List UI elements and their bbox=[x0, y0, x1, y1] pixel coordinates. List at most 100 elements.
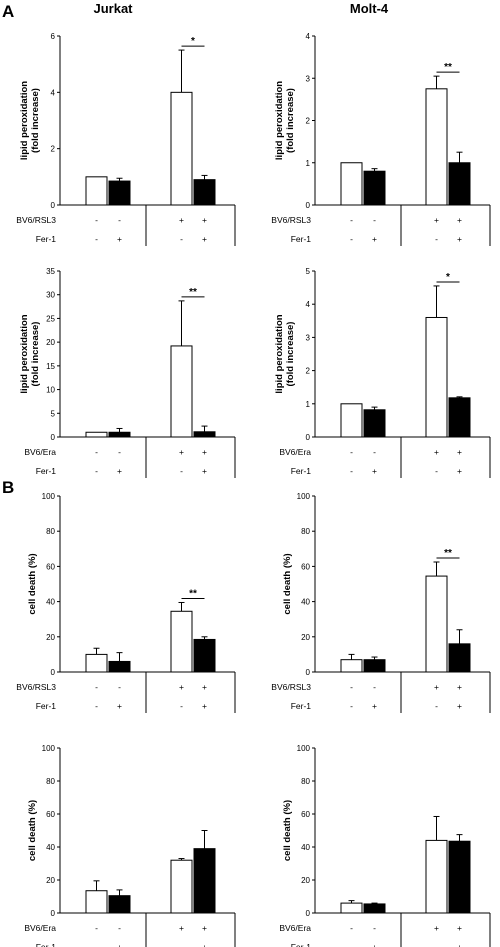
inhibitor-sign: + bbox=[372, 701, 377, 711]
y-tick-label: 60 bbox=[301, 562, 310, 571]
treatment-sign: + bbox=[202, 447, 207, 457]
chart-5: 0 20 40 60 80 100 cell death (%) ** BV6/RSL3 Fer-… bbox=[16, 492, 236, 713]
y-tick-label: 35 bbox=[46, 267, 55, 276]
y-axis-label: cell death (%) bbox=[27, 800, 38, 861]
bar bbox=[108, 895, 131, 914]
treatment-sign: - bbox=[373, 923, 376, 933]
treatment-sign: + bbox=[202, 682, 207, 692]
chart-3: 0 5 10 15 20 25 30 35 lipid peroxidation(fold in… bbox=[19, 267, 236, 478]
inhibitor-sign: + bbox=[457, 466, 462, 476]
inhibitor-sign: + bbox=[202, 701, 207, 711]
y-axis-label-line: (fold increase) bbox=[30, 88, 41, 153]
y-tick-label: 0 bbox=[306, 668, 311, 677]
bar bbox=[448, 162, 471, 206]
bar bbox=[85, 176, 108, 206]
treatment-sign: - bbox=[350, 682, 353, 692]
y-tick-label: 20 bbox=[46, 876, 55, 885]
inhibitor-label: Fer-1 bbox=[291, 701, 312, 711]
y-axis-label: cell death (%) bbox=[282, 553, 293, 614]
y-axis-label-line: cell death (%) bbox=[27, 800, 38, 861]
bar bbox=[108, 180, 131, 206]
chart-6: 0 20 40 60 80 100 cell death (%) ** BV6/RSL3 Fer-… bbox=[271, 492, 491, 713]
treatment-sign: + bbox=[179, 447, 184, 457]
treatment-label: BV6/RSL3 bbox=[16, 215, 56, 225]
inhibitor-label: Fer-1 bbox=[36, 234, 57, 244]
y-tick-label: 100 bbox=[297, 492, 311, 501]
chart-8: 0 20 40 60 80 100 cell death (%) BV6/Era Fer-1 - -… bbox=[279, 744, 491, 947]
y-tick-label: 2 bbox=[306, 367, 311, 376]
y-tick-label: 5 bbox=[51, 409, 56, 418]
treatment-sign: + bbox=[434, 682, 439, 692]
y-tick-label: 80 bbox=[46, 527, 55, 536]
significance-marker: ** bbox=[444, 62, 452, 73]
inhibitor-sign: - bbox=[350, 701, 353, 711]
treatment-sign: + bbox=[457, 215, 462, 225]
treatment-sign: - bbox=[118, 923, 121, 933]
y-tick-label: 0 bbox=[306, 433, 311, 442]
y-tick-label: 6 bbox=[51, 32, 56, 41]
inhibitor-label: Fer-1 bbox=[36, 942, 57, 947]
y-axis-label: lipid peroxidation(fold increase) bbox=[274, 314, 296, 393]
bar bbox=[193, 179, 216, 206]
inhibitor-label: Fer-1 bbox=[291, 942, 312, 947]
y-tick-label: 40 bbox=[301, 843, 310, 852]
inhibitor-sign: + bbox=[457, 234, 462, 244]
y-tick-label: 40 bbox=[46, 843, 55, 852]
y-axis-label-line: lipid peroxidation bbox=[274, 314, 285, 393]
y-axis-label-line: (fold increase) bbox=[30, 322, 41, 387]
inhibitor-sign: - bbox=[95, 701, 98, 711]
y-axis-label-line: lipid peroxidation bbox=[19, 314, 30, 393]
y-axis-label: cell death (%) bbox=[27, 553, 38, 614]
y-tick-label: 0 bbox=[51, 909, 56, 918]
y-tick-label: 5 bbox=[306, 267, 311, 276]
treatment-sign: - bbox=[373, 215, 376, 225]
treatment-sign: - bbox=[373, 447, 376, 457]
bar bbox=[363, 659, 386, 673]
y-axis-label: lipid peroxidation(fold increase) bbox=[19, 314, 41, 393]
y-axis-label-line: cell death (%) bbox=[282, 553, 293, 614]
bar bbox=[340, 403, 363, 438]
y-tick-label: 100 bbox=[42, 744, 56, 753]
chart-4: 0 1 2 3 4 5 lipid peroxidation(fold increase) *… bbox=[274, 267, 491, 478]
inhibitor-sign: + bbox=[202, 942, 207, 947]
inhibitor-sign: + bbox=[117, 942, 122, 947]
y-axis-label-line: (fold increase) bbox=[285, 322, 296, 387]
inhibitor-sign: - bbox=[180, 234, 183, 244]
chart-2: 0 1 2 3 4 lipid peroxidation(fold increase) **… bbox=[271, 32, 491, 246]
y-tick-label: 10 bbox=[46, 386, 55, 395]
y-tick-label: 30 bbox=[46, 291, 55, 300]
bar bbox=[170, 610, 193, 673]
bar bbox=[425, 88, 448, 206]
bar bbox=[85, 653, 108, 673]
y-tick-label: 80 bbox=[301, 527, 310, 536]
treatment-label: BV6/Era bbox=[24, 923, 56, 933]
inhibitor-sign: - bbox=[435, 942, 438, 947]
treatment-label: BV6/Era bbox=[24, 447, 56, 457]
y-axis-label-line: cell death (%) bbox=[27, 553, 38, 614]
bar bbox=[340, 162, 363, 206]
y-tick-label: 0 bbox=[51, 433, 56, 442]
y-axis-label-line: cell death (%) bbox=[282, 800, 293, 861]
y-tick-label: 60 bbox=[46, 810, 55, 819]
inhibitor-sign: - bbox=[350, 942, 353, 947]
treatment-sign: - bbox=[95, 923, 98, 933]
bar bbox=[170, 345, 193, 438]
inhibitor-sign: + bbox=[372, 234, 377, 244]
y-tick-label: 20 bbox=[46, 338, 55, 347]
y-tick-label: 2 bbox=[51, 145, 56, 154]
significance-marker: ** bbox=[444, 548, 452, 559]
y-tick-label: 40 bbox=[301, 598, 310, 607]
inhibitor-sign: + bbox=[372, 466, 377, 476]
inhibitor-label: Fer-1 bbox=[36, 466, 57, 476]
y-tick-label: 40 bbox=[46, 598, 55, 607]
bar bbox=[448, 840, 471, 914]
bar bbox=[448, 643, 471, 673]
treatment-sign: + bbox=[179, 923, 184, 933]
y-tick-label: 20 bbox=[301, 633, 310, 642]
bar bbox=[85, 431, 108, 438]
treatment-label: BV6/RSL3 bbox=[271, 215, 311, 225]
bar bbox=[340, 902, 363, 914]
bar bbox=[193, 638, 216, 673]
treatment-sign: + bbox=[434, 215, 439, 225]
